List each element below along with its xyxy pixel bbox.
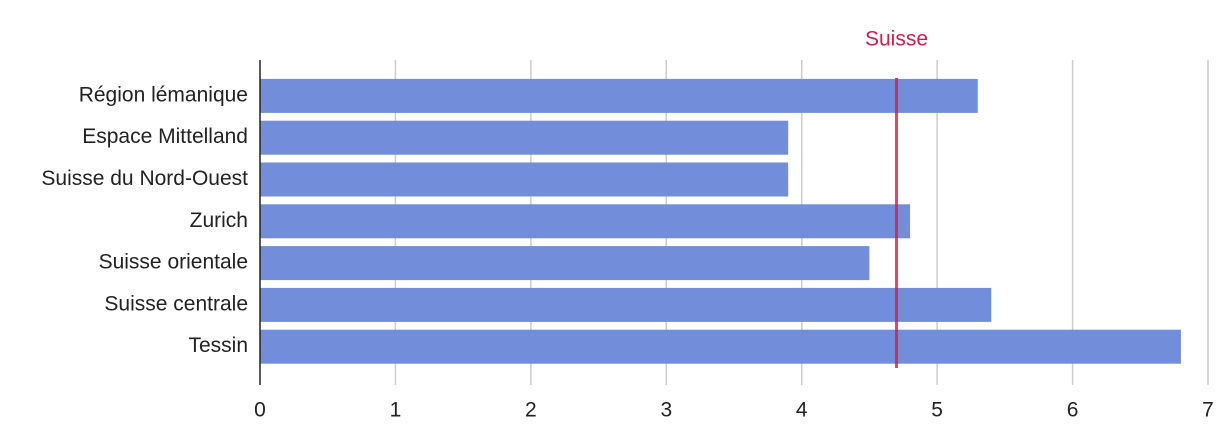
x-tick-label: 6 <box>1067 399 1079 422</box>
y-tick-label: Suisse du Nord-Ouest <box>41 167 248 190</box>
bar <box>260 329 1181 364</box>
bar <box>260 287 992 322</box>
x-tick-label: 3 <box>660 399 672 422</box>
y-tick-label: Suisse centrale <box>104 292 248 315</box>
x-tick-label: 2 <box>525 399 537 422</box>
x-tick-label: 7 <box>1202 399 1214 422</box>
y-tick-label: Zurich <box>190 209 248 232</box>
x-tick-label: 5 <box>931 399 943 422</box>
bar <box>260 78 978 113</box>
x-tick-label: 0 <box>254 399 266 422</box>
y-tick-label: Suisse orientale <box>99 251 248 274</box>
bar <box>260 120 789 155</box>
reference-label: Suisse <box>865 28 928 51</box>
bar <box>260 246 870 281</box>
y-tick-label: Espace Mittelland <box>82 125 248 148</box>
y-tick-label: Région lémanique <box>79 83 248 106</box>
x-tick-label: 4 <box>796 399 808 422</box>
bar <box>260 204 911 239</box>
y-tick-label: Tessin <box>188 334 248 357</box>
bar <box>260 162 789 197</box>
x-tick-label: 1 <box>390 399 402 422</box>
